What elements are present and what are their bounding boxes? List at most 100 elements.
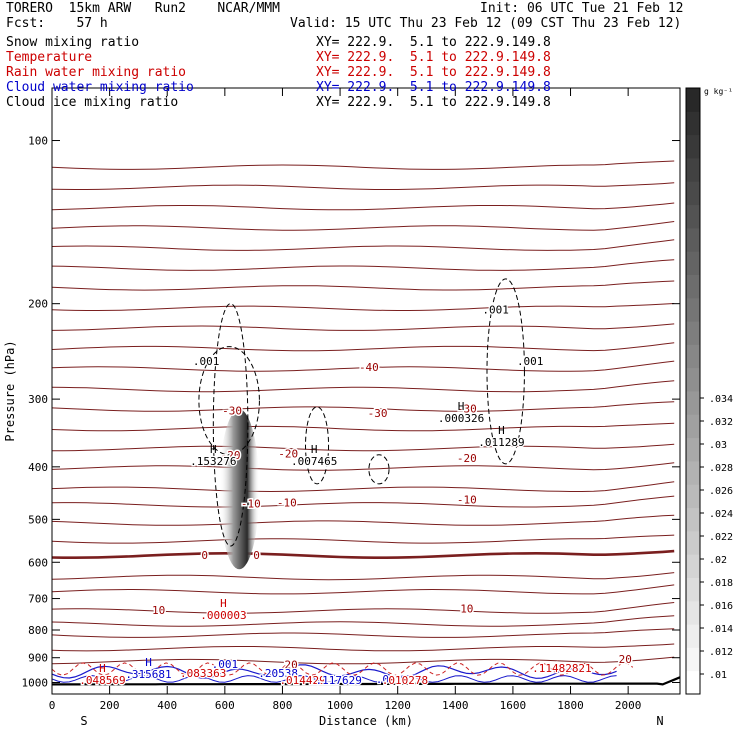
colorbar-tick-label: .034 — [709, 394, 733, 405]
colorbar-swatch — [686, 274, 700, 299]
colorbar-tick-label: .028 — [709, 463, 733, 474]
colorbar-swatch — [686, 181, 700, 206]
colorbar-tick-label: .01 — [709, 670, 727, 681]
max-value-label: .153276 — [190, 455, 236, 468]
temperature-label: -10 — [241, 497, 261, 510]
y-tick-label: 900 — [28, 652, 48, 665]
colorbar-swatch — [686, 414, 700, 439]
temperature-label: 0 — [253, 549, 260, 562]
header-fcst: Fcst: 57 h — [6, 16, 108, 31]
colorbar-swatch — [686, 647, 700, 672]
legend-field-name: Temperature — [6, 50, 93, 65]
x-tick-label: 2000 — [615, 699, 642, 712]
max-value-label: .083363 — [180, 667, 226, 680]
temperature-label: -30 — [368, 407, 388, 420]
max-value-label: .007465 — [291, 455, 337, 468]
colorbar-swatch — [686, 367, 700, 392]
isotherm-line — [52, 615, 675, 627]
colorbar-frame — [685, 87, 701, 695]
legend-field-name: Cloud water mixing ratio — [6, 80, 194, 95]
isotherm-line — [52, 602, 675, 614]
cloud-ice-contour — [212, 303, 249, 547]
colorbar-tick-label: .018 — [709, 578, 733, 589]
isotherm-line — [52, 656, 675, 665]
legend-field-xy: XY= 222.9. 5.1 to 222.9.149.8 — [316, 65, 551, 80]
colorbar-tick-label: .016 — [709, 601, 733, 612]
x-tick-label: 1000 — [327, 699, 354, 712]
legend-field-xy: XY= 222.9. 5.1 to 222.9.149.8 — [316, 95, 551, 110]
colorbar-swatch — [686, 460, 700, 485]
header-valid: Valid: 15 UTC Thu 23 Feb 12 (09 CST Thu … — [290, 16, 682, 31]
x-tick-label: 1200 — [384, 699, 411, 712]
max-value-label: .014429 — [279, 674, 325, 687]
colorbar-swatch — [686, 321, 700, 345]
isotherm-line — [52, 422, 675, 432]
colorbar: .01 .012 .014 .016 .018 .02 .022 .024 .026 .028 .0… — [685, 87, 733, 695]
colorbar-unit: g kg⁻¹ — [704, 87, 733, 96]
y-tick-label: 500 — [28, 513, 48, 526]
temperature-label: -10 — [277, 496, 297, 509]
legend-field-name: Cloud ice mixing ratio — [6, 95, 179, 110]
colorbar-swatch — [686, 600, 700, 625]
header-title: TORERO 15km ARW Run2 NCAR/MMM — [6, 1, 280, 16]
temperature-label: -30 — [457, 402, 477, 415]
temperature-label: -20 — [457, 452, 477, 465]
max-value-label: .117629 — [315, 674, 361, 687]
y-tick-label: 100 — [28, 135, 48, 148]
isotherm-line — [52, 202, 675, 211]
max-marker-h: H — [210, 443, 217, 456]
y-tick-label: 400 — [28, 461, 48, 474]
max-value-label: .001 — [482, 303, 509, 316]
x-tick-label: 200 — [100, 699, 120, 712]
colorbar-swatch — [686, 507, 700, 532]
colorbar-swatch — [686, 297, 700, 322]
colorbar-tick-label: .032 — [709, 417, 733, 428]
isotherm-line — [52, 549, 675, 559]
max-marker-h: H — [220, 597, 227, 610]
isotherm-line — [52, 259, 675, 271]
max-value-label: .048569 — [79, 674, 125, 687]
max-value-label: .001 — [376, 673, 403, 686]
temperature-label: -40 — [359, 361, 379, 374]
temperature-label: 20 — [619, 653, 632, 666]
x-tick-label: 600 — [215, 699, 235, 712]
legend-field-name: Rain water mixing ratio — [6, 65, 187, 80]
cloud-ice-contour — [486, 278, 525, 465]
x-endpoint-north: N — [656, 714, 663, 728]
cloud-water-contour — [52, 675, 617, 683]
colorbar-tick-label: .026 — [709, 486, 733, 497]
colorbar-swatch — [686, 157, 700, 182]
header-init: Init: 06 UTC Tue 21 Feb 12 — [480, 1, 684, 16]
max-value-label: .000326 — [438, 412, 484, 425]
cloud-ice-contour — [368, 454, 390, 485]
y-tick-label: 800 — [28, 624, 48, 637]
isotherm-line — [52, 160, 675, 170]
max-value-label: .011289 — [478, 436, 524, 449]
colorbar-tick-label: .03 — [709, 440, 727, 451]
colorbar-swatch — [686, 391, 700, 415]
max-marker-h: H — [99, 662, 106, 675]
temperature-label: -10 — [457, 494, 477, 507]
snow-shading — [219, 409, 260, 570]
colorbar-tick-label: .012 — [709, 647, 733, 658]
temperature-label: -20 — [221, 449, 241, 462]
colorbar-tick-label: .02 — [709, 555, 727, 566]
cloud-ice-contour — [198, 346, 260, 456]
isotherm-line — [52, 584, 675, 595]
y-tick-label: 200 — [28, 298, 48, 311]
isotherm-line — [52, 572, 675, 581]
colorbar-swatch — [686, 577, 700, 602]
max-value-label: .001 — [517, 355, 544, 368]
isotherm-line — [52, 323, 675, 331]
max-value-label: .001 — [193, 355, 220, 368]
plot-area: -40 -30 -30 -30 -20 -20 -20 -10 -10 -10 0 0 10 10 20 20… — [3, 87, 681, 728]
isotherm-line — [52, 380, 675, 393]
max-marker-h: H — [498, 424, 505, 437]
isotherm-line — [52, 481, 675, 493]
cloud-ice-contour — [305, 406, 330, 485]
colorbar-tick-label: .014 — [709, 624, 733, 635]
max-value-label: .11482821 — [532, 662, 592, 675]
isotherm-line — [52, 495, 675, 508]
colorbar-swatch — [686, 227, 700, 252]
x-tick-label: 1800 — [557, 699, 584, 712]
